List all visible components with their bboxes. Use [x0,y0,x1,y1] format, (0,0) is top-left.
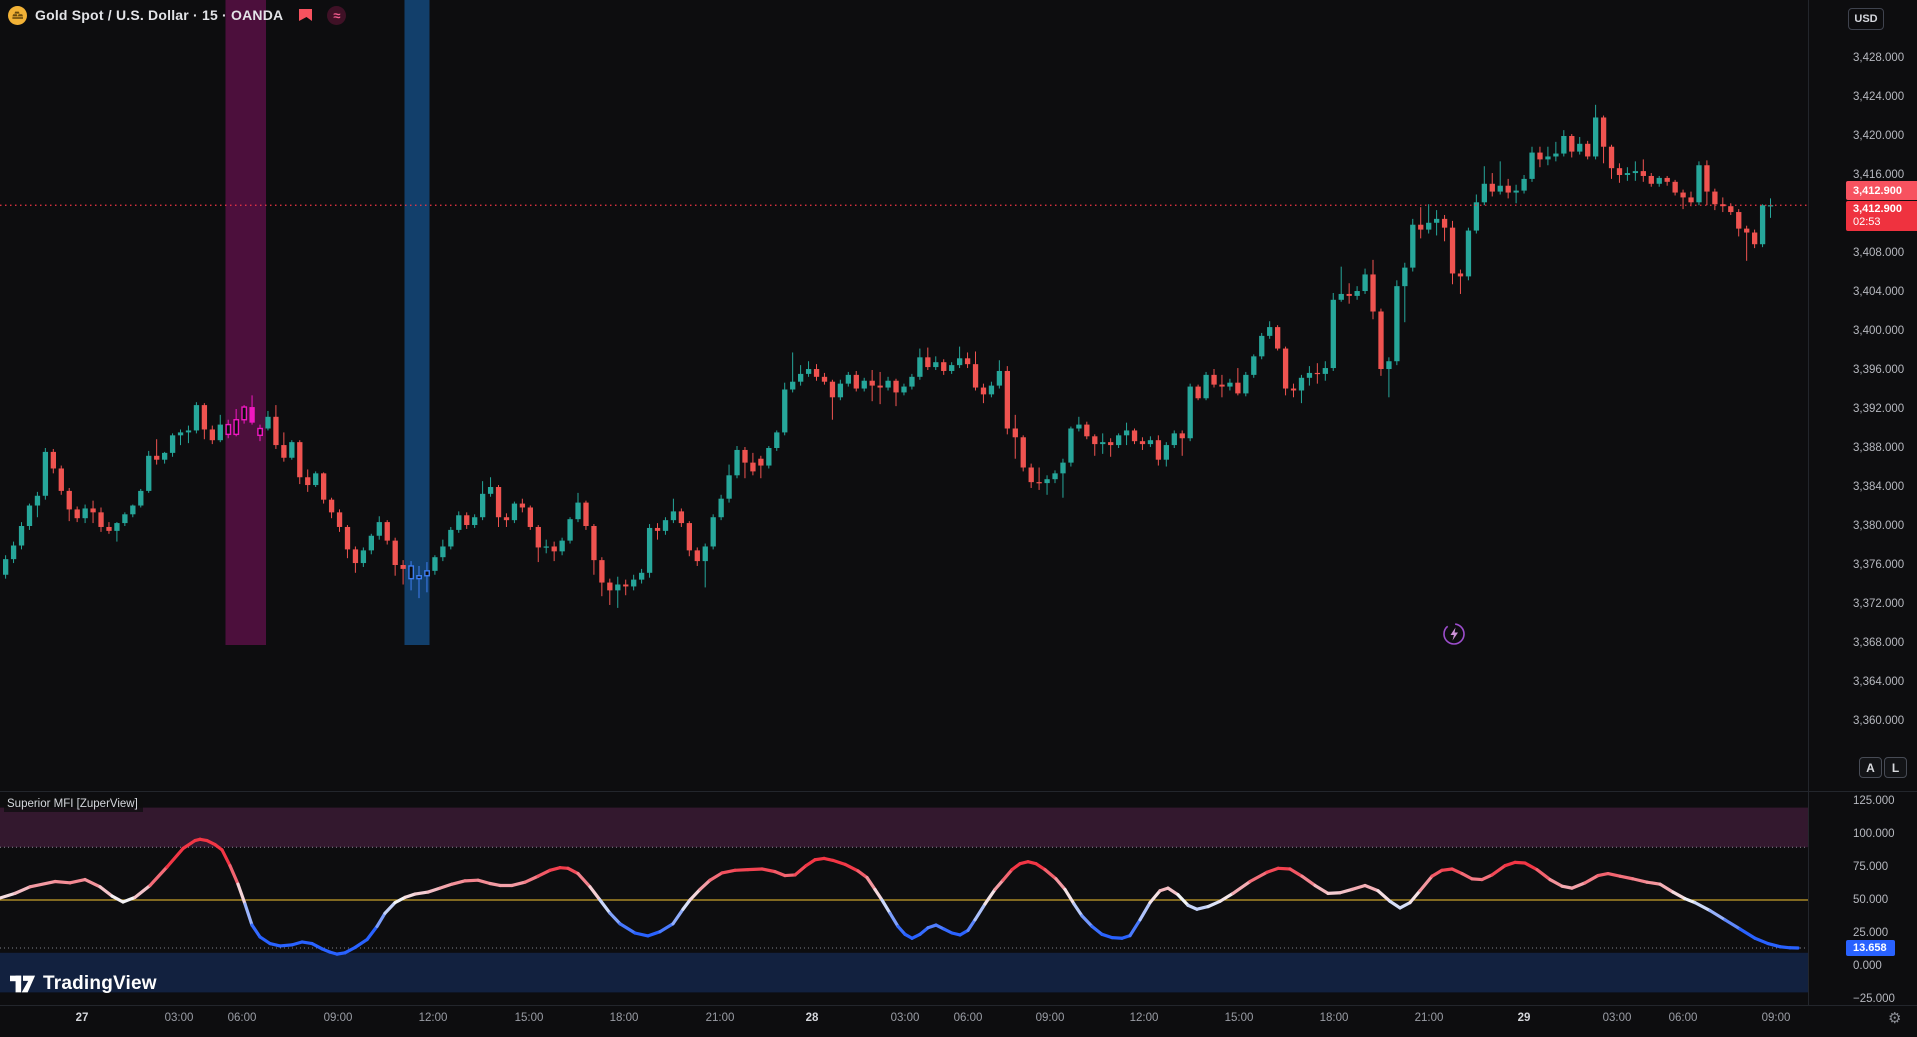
price-axis-label[interactable]: 3,396.000 [1853,364,1905,376]
indicator-axis-label[interactable]: 125.000 [1853,795,1895,807]
price-axis-label[interactable]: 3,376.000 [1853,559,1905,571]
flag-icon[interactable] [297,7,314,24]
flash-assistant-icon[interactable] [1440,620,1468,648]
log-scale-button[interactable]: L [1884,757,1907,778]
gold-coin-icon [8,5,27,25]
indicator-axis-label[interactable]: −25.000 [1853,993,1895,1005]
time-axis-label[interactable]: 12:00 [418,1012,448,1024]
price-axis-label[interactable]: 3,424.000 [1853,91,1905,103]
time-axis-label[interactable]: 27 [75,1012,89,1024]
price-axis-label[interactable]: 3,416.000 [1853,169,1905,181]
time-axis-label[interactable]: 06:00 [1668,1012,1698,1024]
price-axis-label[interactable]: 3,388.000 [1853,442,1905,454]
time-axis-label[interactable]: 03:00 [890,1012,920,1024]
indicator-axis-label[interactable]: 25.000 [1853,927,1889,939]
time-axis-label[interactable]: 03:00 [164,1012,194,1024]
price-axis-label[interactable]: 3,380.000 [1853,520,1905,532]
time-axis-label[interactable]: 09:00 [1761,1012,1791,1024]
indicator-value-tag: 13.658 [1846,939,1895,956]
price-axis-label[interactable]: 3,364.000 [1853,676,1905,688]
price-axis-label[interactable]: 3,420.000 [1853,130,1905,142]
approx-mode-icon[interactable]: ≈ [327,5,347,25]
time-axis-label[interactable]: 09:00 [323,1012,353,1024]
time-axis-label[interactable]: 18:00 [609,1012,639,1024]
price-axis-label[interactable]: 3,384.000 [1853,481,1905,493]
tradingview-logo-icon [10,975,36,993]
symbol-header: Gold Spot / U.S. Dollar · 15 · OANDA ≈ [8,4,347,26]
price-axis-label[interactable]: 3,372.000 [1853,598,1905,610]
time-axis-label[interactable]: 09:00 [1035,1012,1065,1024]
blue-session-band [404,0,430,645]
symbol-title[interactable]: Gold Spot / U.S. Dollar · 15 · OANDA [35,7,284,23]
indicator-axis-label[interactable]: 0.000 [1853,960,1882,972]
countdown-price-tag: 3,412.900 02:53 [1846,201,1917,232]
price-axis-label[interactable]: 3,400.000 [1853,325,1905,337]
time-axis-label[interactable]: 29 [1517,1012,1531,1024]
currency-button[interactable]: USD [1848,8,1884,30]
time-axis-label[interactable]: 06:00 [953,1012,983,1024]
indicator-axis-label[interactable]: 100.000 [1853,828,1895,840]
indicator-axis-label[interactable]: 75.000 [1853,861,1889,873]
price-axis-label[interactable]: 3,408.000 [1853,247,1905,259]
time-axis-label[interactable]: 06:00 [227,1012,257,1024]
time-axis-label[interactable]: 15:00 [1224,1012,1254,1024]
time-axis-label[interactable]: 28 [805,1012,819,1024]
bar-countdown: 02:53 [1853,216,1881,229]
time-axis-label[interactable]: 21:00 [705,1012,735,1024]
price-axis-label[interactable]: 3,404.000 [1853,286,1905,298]
tradingview-watermark: TradingView [10,973,157,995]
indicator-legend[interactable]: Superior MFI [ZuperView] [4,797,143,812]
price-axis-label[interactable]: 3,428.000 [1853,52,1905,64]
price-axis-label[interactable]: 3,392.000 [1853,403,1905,415]
price-axis-label[interactable]: 3,360.000 [1853,715,1905,727]
indicator-axis-label[interactable]: 50.000 [1853,894,1889,906]
gear-icon[interactable]: ⚙ [1888,1010,1902,1027]
time-axis-label[interactable]: 15:00 [514,1012,544,1024]
magenta-session-band [225,0,266,645]
price-axis-label[interactable]: 3,368.000 [1853,637,1905,649]
last-price-tag: 3,412.900 [1846,181,1917,201]
time-axis-label[interactable]: 21:00 [1414,1012,1444,1024]
time-axis-label[interactable]: 03:00 [1602,1012,1632,1024]
time-axis-label[interactable]: 18:00 [1319,1012,1349,1024]
time-axis-label[interactable]: 12:00 [1129,1012,1159,1024]
auto-scale-button[interactable]: A [1859,757,1882,778]
